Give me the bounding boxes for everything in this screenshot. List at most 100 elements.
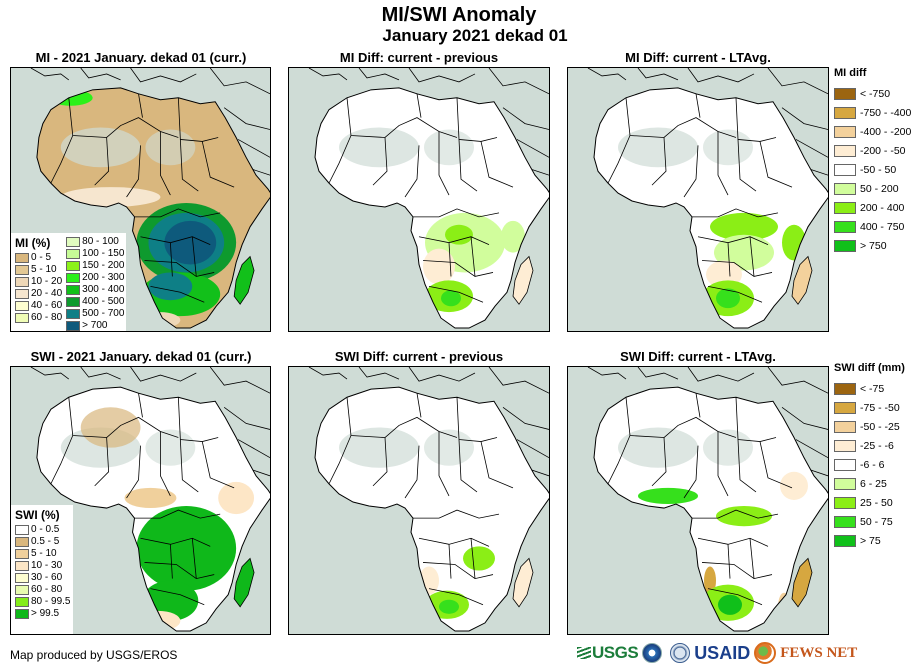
legend-mi-item: 20 - 40 [15,288,62,299]
legend-swi-diff-label: -50 - -25 [860,421,900,433]
country-border [438,131,450,196]
map-mi-diff-prev [288,67,550,332]
coastline-europe-mideast [80,367,121,380]
coastline-europe-mideast [408,367,476,382]
legend-swi-swatch [15,536,29,547]
legend-swi-item: 80 - 99.5 [15,596,71,607]
africa-coastline [593,386,828,632]
country-border [160,431,171,497]
country-border [692,509,779,519]
country-border [50,435,74,485]
country-border [749,538,755,579]
map-canvas [308,367,549,632]
legend-mi-diff-swatch [834,240,856,252]
value-zone [424,129,474,166]
fews-net-logo: FEWS NET [780,644,858,661]
legend-swi-label: 80 - 99.5 [31,596,71,607]
legend-swi-item: 5 - 10 [15,548,69,559]
map-mi-diff-lta [567,67,829,332]
map-swi-diff-prev [288,366,550,635]
value-zone [703,129,753,166]
legend-swi-diff-swatch [834,421,856,433]
legend-mi-title: MI (%) [15,236,51,250]
legend-mi-swatch [66,320,81,331]
country-border [50,135,74,184]
legend-mi-diff-swatch [834,107,856,119]
legend-mi-item: 150 - 200 [66,260,124,271]
legend-mi-label: 400 - 500 [82,296,125,307]
legend-mi-swatch [66,248,81,259]
coastline-europe-mideast [130,367,197,382]
africa-coastline [36,386,270,632]
legend-swi-label: 0 - 0.5 [31,524,60,535]
country-border [458,439,478,493]
value-zone [164,220,217,265]
map-canvas [308,68,549,329]
legend-swi-diff-label: 50 - 75 [860,516,893,528]
legend-swi-diff-item: 25 - 50 [834,496,905,510]
legend-swi-diff-item: 50 - 75 [834,515,905,529]
legend-mi-diff-swatch [834,183,856,195]
legend-mi-swatch [15,252,29,263]
country-border [138,93,143,118]
madagascar [512,557,534,608]
country-border [418,236,490,246]
country-border [169,544,173,579]
legend-mi-swatch [15,276,29,287]
country-border [328,435,352,485]
country-border [625,97,665,138]
legend-swi-label: 10 - 30 [31,560,63,571]
country-border [179,139,199,192]
legend-mi-item: 100 - 150 [66,248,124,259]
coastline-europe-mideast [209,367,270,394]
country-border [697,236,769,246]
legend-mi-label: 20 - 40 [31,288,63,299]
legend-mi-label: > 700 [82,320,108,331]
country-border [470,236,476,277]
country-border [169,242,173,277]
legend-mi-swatch [15,264,29,275]
legend-swi-swatch [15,596,29,607]
legend-mi-swatch [66,308,81,319]
panel-title-mi-current: MI - 2021 January. dekad 01 (curr.) [35,50,247,65]
legend-mi-label: 5 - 10 [31,264,57,275]
country-border [404,145,420,198]
value-zone [501,220,525,253]
coastline-europe-mideast [488,68,549,95]
legend-mi-swatch [66,284,81,295]
legend-swi-item: > 99.5 [15,608,69,619]
coastline-europe-mideast [687,68,755,83]
legend-mi-label: 10 - 20 [31,276,63,287]
value-zone [439,599,459,614]
legend-mi-diff-label: 50 - 200 [860,183,899,195]
coastline-europe-mideast [781,107,828,130]
africa-coastline [314,386,549,632]
legend-mi-diff-item: 50 - 200 [834,182,911,196]
legend-mi-diff-item: 400 - 750 [834,220,911,234]
country-border [150,285,205,303]
logo-bar: USGS USAID FEWS NET [577,641,857,665]
usgs-logo: USGS [577,643,639,663]
country-border [428,588,484,606]
legend-mi-diff-label: 400 - 750 [860,221,905,233]
legend-mi-label: 100 - 150 [82,248,125,259]
legend-mi-item: 200 - 300 [66,272,124,283]
legend-swi-swatch [15,560,29,571]
legend-mi-diff-item: -50 - 50 [834,163,911,177]
legend-mi-item: 400 - 500 [66,296,124,307]
value-zone [618,127,698,168]
country-border [727,242,731,277]
coastline-europe-mideast [687,367,755,382]
legend-mi-item: 0 - 5 [15,252,62,263]
legend-swi-diff-swatch [834,440,856,452]
value-zone [218,481,255,515]
country-border [191,236,197,277]
country-border [150,588,205,606]
country-border [651,437,667,487]
usgs-logo-text: USGS [592,643,639,662]
country-border [701,562,773,580]
legend-swi-diff-item: -25 - -6 [834,439,905,453]
legend-swi-diff-swatch [834,535,856,547]
